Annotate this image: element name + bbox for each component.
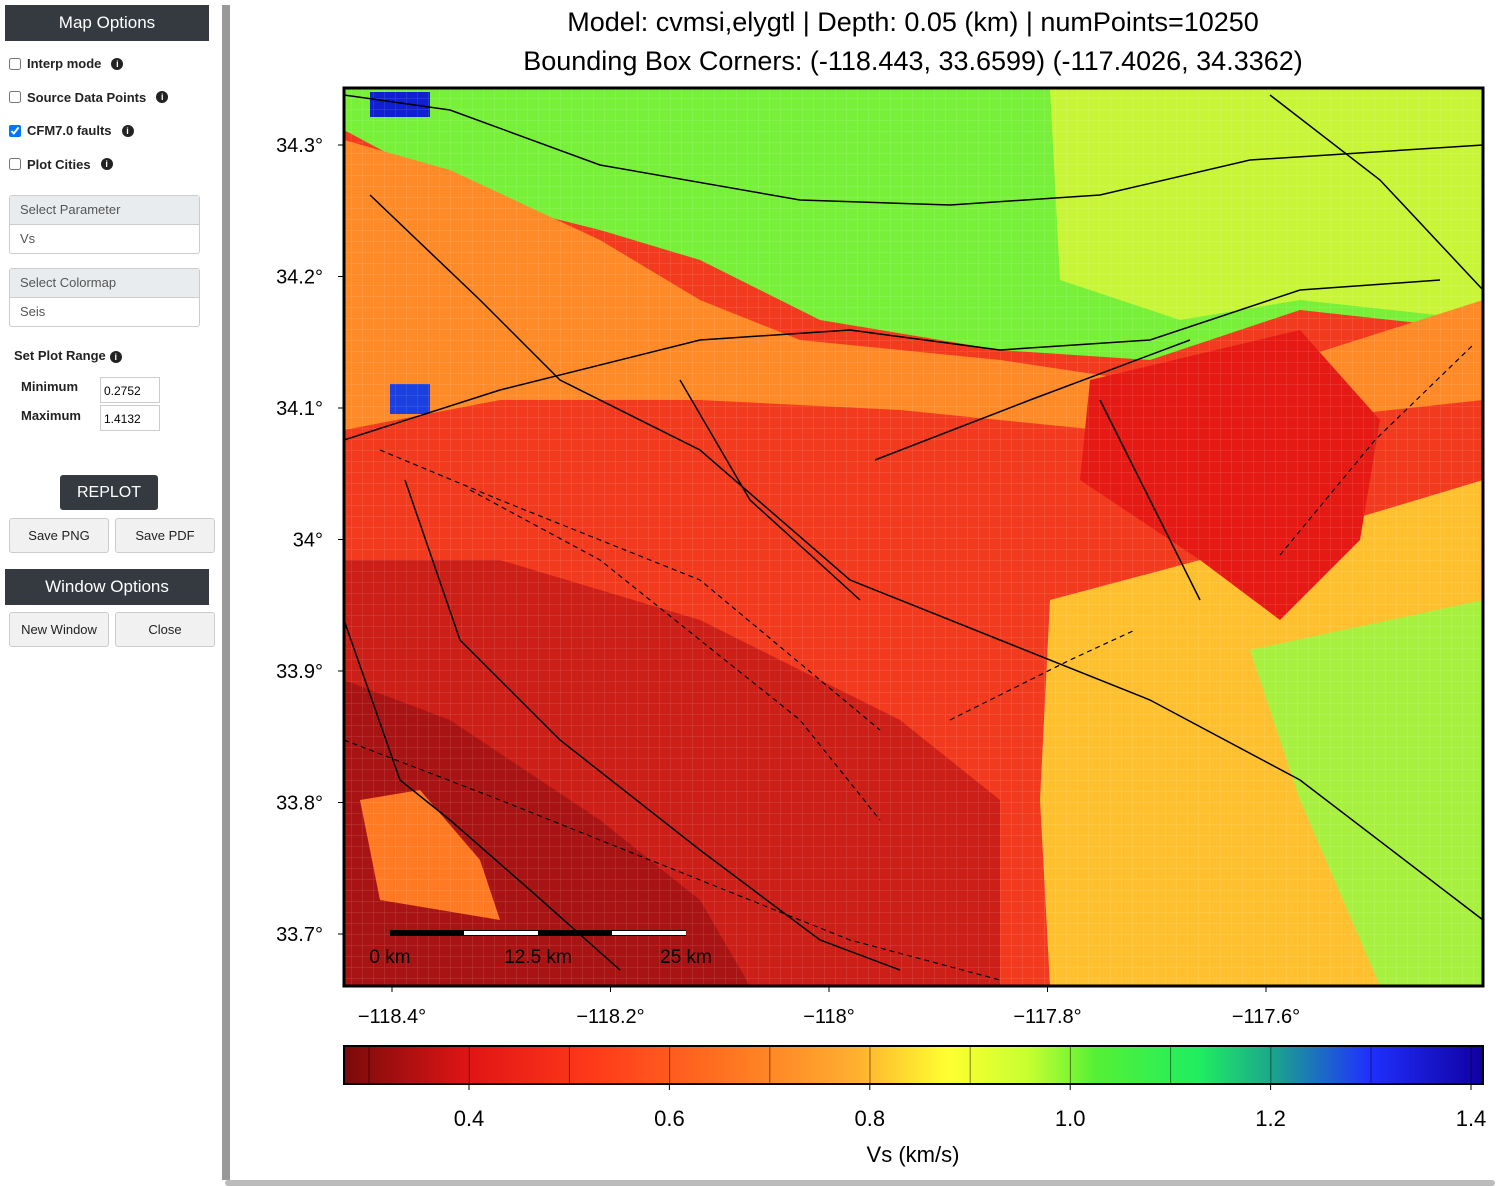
y-tick-label: 33.8° [276,793,323,815]
checkbox[interactable] [9,57,21,70]
colorbar [343,1045,1484,1085]
map-options-header: Map Options [5,5,209,41]
checkbox-label: Source Data Points [27,89,147,105]
x-tick-label: −118.4° [358,1006,426,1028]
title-line: Bounding Box Corners: (-118.443, 33.6599… [523,46,1303,76]
x-tick-label: −118° [803,1006,855,1028]
scale-label: 12.5 km [504,947,572,968]
colorbar-tick-label: 0.6 [654,1106,685,1131]
checkbox-label: CFM7.0 faults [27,123,112,138]
text: Set Plot Range [14,348,106,363]
info-icon[interactable]: i [100,158,113,170]
colorbar-tick-label: 0.4 [454,1106,485,1131]
y-tick-label: 34° [293,530,323,552]
checkbox-row[interactable]: CFM7.0 faults i [9,123,134,138]
y-tick-label: 34.3° [276,135,323,157]
info-icon[interactable]: i [111,57,124,70]
checkbox-label: Plot Cities [27,156,91,172]
min-label: Minimum [21,379,79,394]
x-tick-label: −118.2° [576,1006,644,1028]
colorbar-tick-label: 1.0 [1055,1106,1086,1131]
replot-button[interactable]: REPLOT [60,475,158,510]
map [344,88,1483,986]
title-line: Model: cvmsi,elygtl | Depth: 0.05 (km) |… [567,7,1259,37]
save-pdf-button[interactable]: Save PDF [115,518,215,553]
scale-label: 0 km [369,947,410,968]
y-tick-label: 33.9° [276,661,323,683]
colormap-select[interactable]: Select Colormap Seis [9,268,200,327]
new-window-button[interactable]: New Window [9,612,109,647]
x-tick-label: −117.6° [1232,1006,1300,1028]
select-label: Select Colormap [10,269,199,298]
window-options-header: Window Options [5,569,209,605]
checkbox-row[interactable]: Interp mode i [9,56,124,71]
max-input[interactable]: 1.4132 [100,405,160,431]
colorbar-label: Vs (km/s) [867,1142,960,1167]
select-label: Select Parameter [10,196,199,225]
colorbar-tick-label: 1.4 [1456,1106,1487,1131]
plot-range-title: Set Plot Range i [14,348,122,363]
save-png-button[interactable]: Save PNG [9,518,109,553]
close-button[interactable]: Close [115,612,215,647]
min-input[interactable]: 0.2752 [100,377,160,403]
map-frame [342,86,1485,988]
select-value: Vs [20,231,36,246]
checkbox[interactable] [9,124,21,137]
colorbar-tick-label: 1.2 [1255,1106,1286,1131]
panel-border [222,5,230,1180]
max-label: Maximum [21,408,81,423]
info-icon[interactable]: i [156,91,169,103]
parameter-select[interactable]: Select Parameter Vs [9,195,200,254]
scale-bar [390,930,686,936]
y-tick-label: 34.1° [276,398,323,420]
checkbox-row[interactable]: Source Data Points i [9,89,169,105]
checkbox[interactable] [9,91,21,103]
x-tick-label: −117.8° [1013,1006,1081,1028]
checkbox[interactable] [9,158,21,170]
checkbox-row[interactable]: Plot Cities i [9,157,113,172]
y-tick-label: 34.2° [276,267,323,289]
select-value: Seis [20,304,46,319]
info-icon[interactable]: i [121,124,134,137]
scale-label: 25 km [660,947,712,968]
y-tick-label: 33.7° [276,924,323,946]
colorbar-tick-label: 0.8 [855,1106,886,1131]
scrollbar[interactable] [225,1180,1495,1186]
checkbox-label: Interp mode [27,56,102,71]
